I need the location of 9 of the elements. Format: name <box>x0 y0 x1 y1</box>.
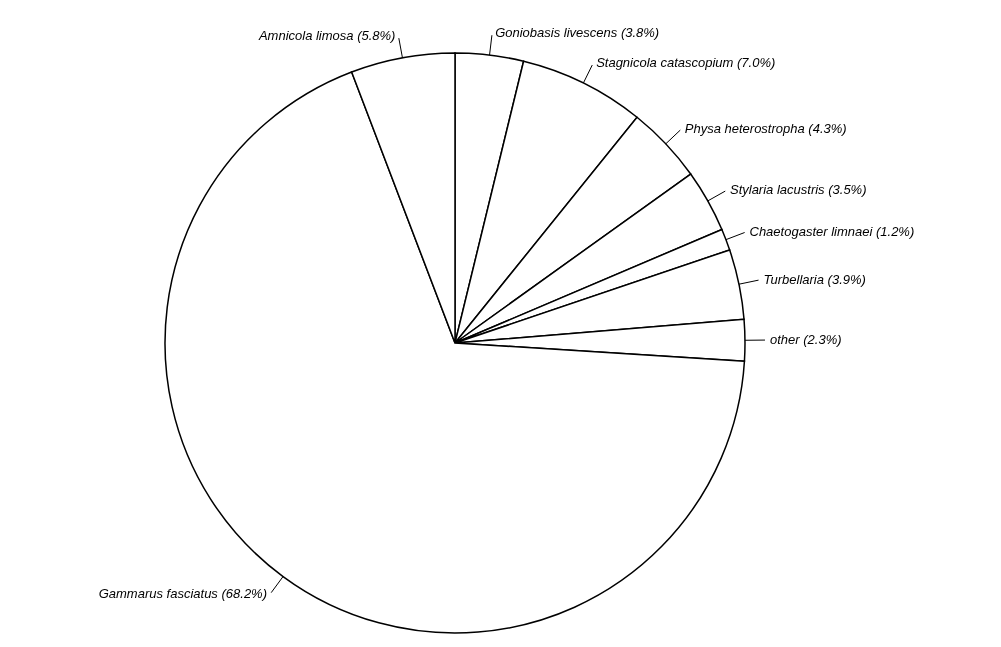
slice-label: other (2.3%) <box>769 332 842 348</box>
slice-label: Goniobasis livescens (3.8%) <box>495 25 660 41</box>
slice-label: Physa heterostropha (4.3%) <box>684 120 847 136</box>
slice-label: Turbellaria (3.9%) <box>763 271 866 287</box>
slice-label: Stylaria lacustris (3.5%) <box>729 182 867 198</box>
slice-label: Amnicola limosa (5.8%) <box>257 28 396 44</box>
slice-label: Stagnicola catascopium (7.0%) <box>596 55 776 71</box>
slice-label: Gammarus fasciatus (68.2%) <box>98 586 268 602</box>
slice-label: Chaetogaster limnaei (1.2%) <box>749 223 915 239</box>
